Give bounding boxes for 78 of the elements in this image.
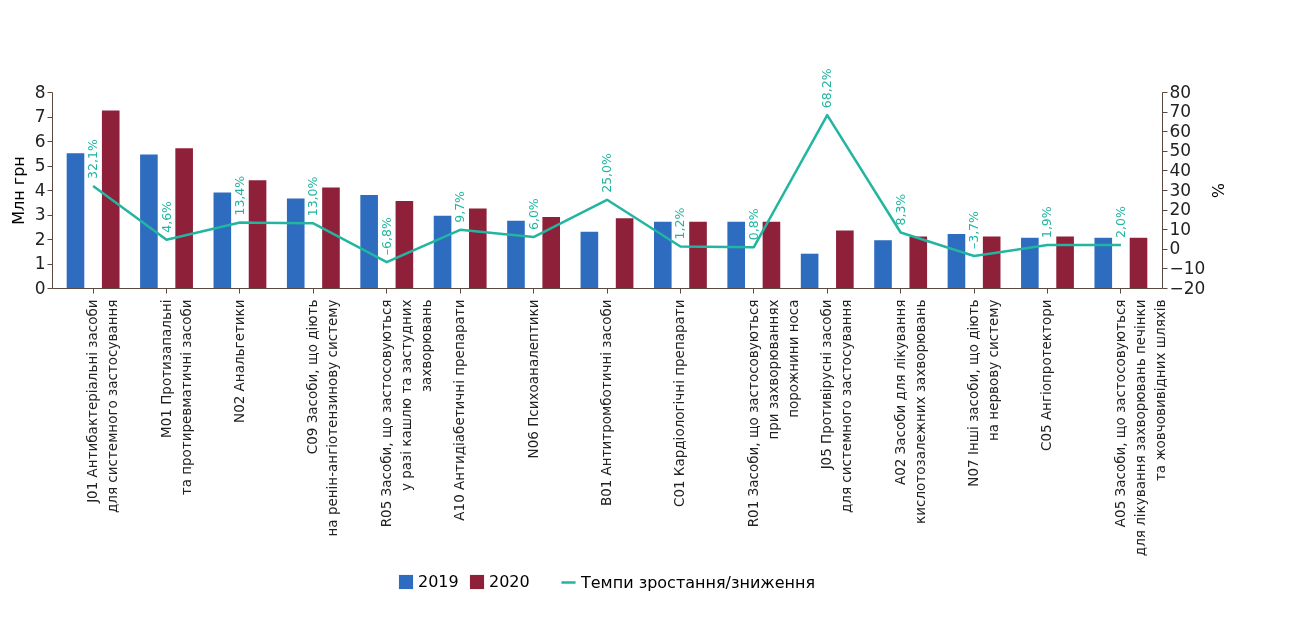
bar [1094, 237, 1113, 288]
bar [213, 192, 232, 288]
bar [580, 231, 599, 288]
y2-tick-label: −10 [1169, 257, 1206, 278]
bar [982, 236, 1001, 288]
data-label: 6,0% [525, 198, 541, 231]
data-label: 68,2% [819, 68, 835, 109]
bar [507, 220, 525, 288]
data-label: 4,6% [158, 200, 174, 233]
data-label: 1,2% [672, 207, 688, 240]
data-label: 9,7% [452, 190, 468, 223]
bar [653, 221, 672, 288]
data-label: 0,8% [745, 208, 761, 241]
bar [101, 110, 120, 288]
legend-label: 2019 [418, 572, 459, 591]
bar [615, 218, 634, 288]
data-label: 25,0% [599, 152, 614, 193]
y-tick-label: 6 [34, 130, 46, 151]
bar [395, 201, 414, 288]
bar [1056, 236, 1074, 288]
bar [175, 148, 193, 288]
bar [909, 236, 928, 288]
bar [836, 230, 854, 288]
bar [689, 221, 707, 288]
bar [248, 180, 267, 288]
data-label: –6,8% [378, 217, 394, 256]
bar [542, 216, 561, 288]
y2-tick-label: −20 [1169, 277, 1206, 298]
y2-tick-label: 10 [1169, 218, 1192, 239]
y-tick-label: 2 [34, 228, 46, 249]
bar [322, 187, 340, 288]
y-tick-label: 7 [34, 106, 46, 126]
bar [140, 154, 158, 288]
bar [468, 208, 487, 288]
x-tick-label: C05 Ангіопротектори [1038, 299, 1055, 452]
y-tick-label: 4 [34, 179, 46, 200]
y2-tick-label: 60 [1169, 120, 1192, 141]
y2-tick-label: 30 [1169, 179, 1192, 200]
bar [762, 221, 781, 288]
x-tick-label: C01 Кардіологічні препарати [671, 299, 688, 508]
bar [433, 215, 452, 288]
y-tick-label: 3 [34, 204, 46, 224]
y-tick-label: 0 [34, 277, 46, 298]
data-label: 2,0% [1112, 206, 1128, 238]
y2-axis-title: % [1208, 182, 1228, 199]
bar [360, 194, 378, 288]
y2-tick-label: 70 [1169, 101, 1192, 122]
y2-tick-label: 50 [1169, 140, 1192, 161]
y2-tick-label: 80 [1169, 81, 1192, 102]
x-tick-label: B01 Антитромботичні засоби [598, 299, 614, 507]
y-axis-title: Млн грн [8, 156, 28, 225]
legend-label: 2020 [489, 572, 530, 591]
bar [874, 240, 892, 288]
x-tick-label: A10 Антидіабетичні препарати [451, 299, 468, 521]
bar [727, 221, 746, 288]
bar [66, 153, 85, 288]
y-tick-label: 5 [34, 155, 46, 175]
data-label: 13,4% [231, 175, 247, 216]
y2-tick-label: 40 [1169, 159, 1192, 180]
x-tick-label: J01 Антибактеріальні засоби для системного застосування [84, 299, 121, 513]
bar [286, 198, 305, 288]
x-tick-label: N06 Психоаналептики [524, 299, 541, 459]
bar [800, 253, 819, 288]
bar [1021, 237, 1039, 288]
x-tick-label: R01 Засоби, що застосовуються при захворюваннях порожнини носа [744, 299, 801, 528]
y2-tick-label: 20 [1169, 199, 1192, 220]
data-label: 1,9% [1039, 206, 1055, 239]
data-label: –3,7% [966, 210, 982, 250]
data-label: 32,1% [85, 139, 101, 179]
y2-tick-label: 0 [1169, 238, 1181, 259]
bar [1129, 237, 1148, 288]
legend-label: Темпи зростання/зниження [580, 572, 816, 592]
data-label: 13,0% [305, 176, 321, 217]
data-label: 8,3% [892, 193, 908, 226]
x-tick-label: N02 Анальгетики [230, 299, 247, 423]
y-tick-label: 8 [34, 81, 46, 102]
y-tick-label: 1 [34, 253, 46, 273]
bar [947, 234, 966, 288]
